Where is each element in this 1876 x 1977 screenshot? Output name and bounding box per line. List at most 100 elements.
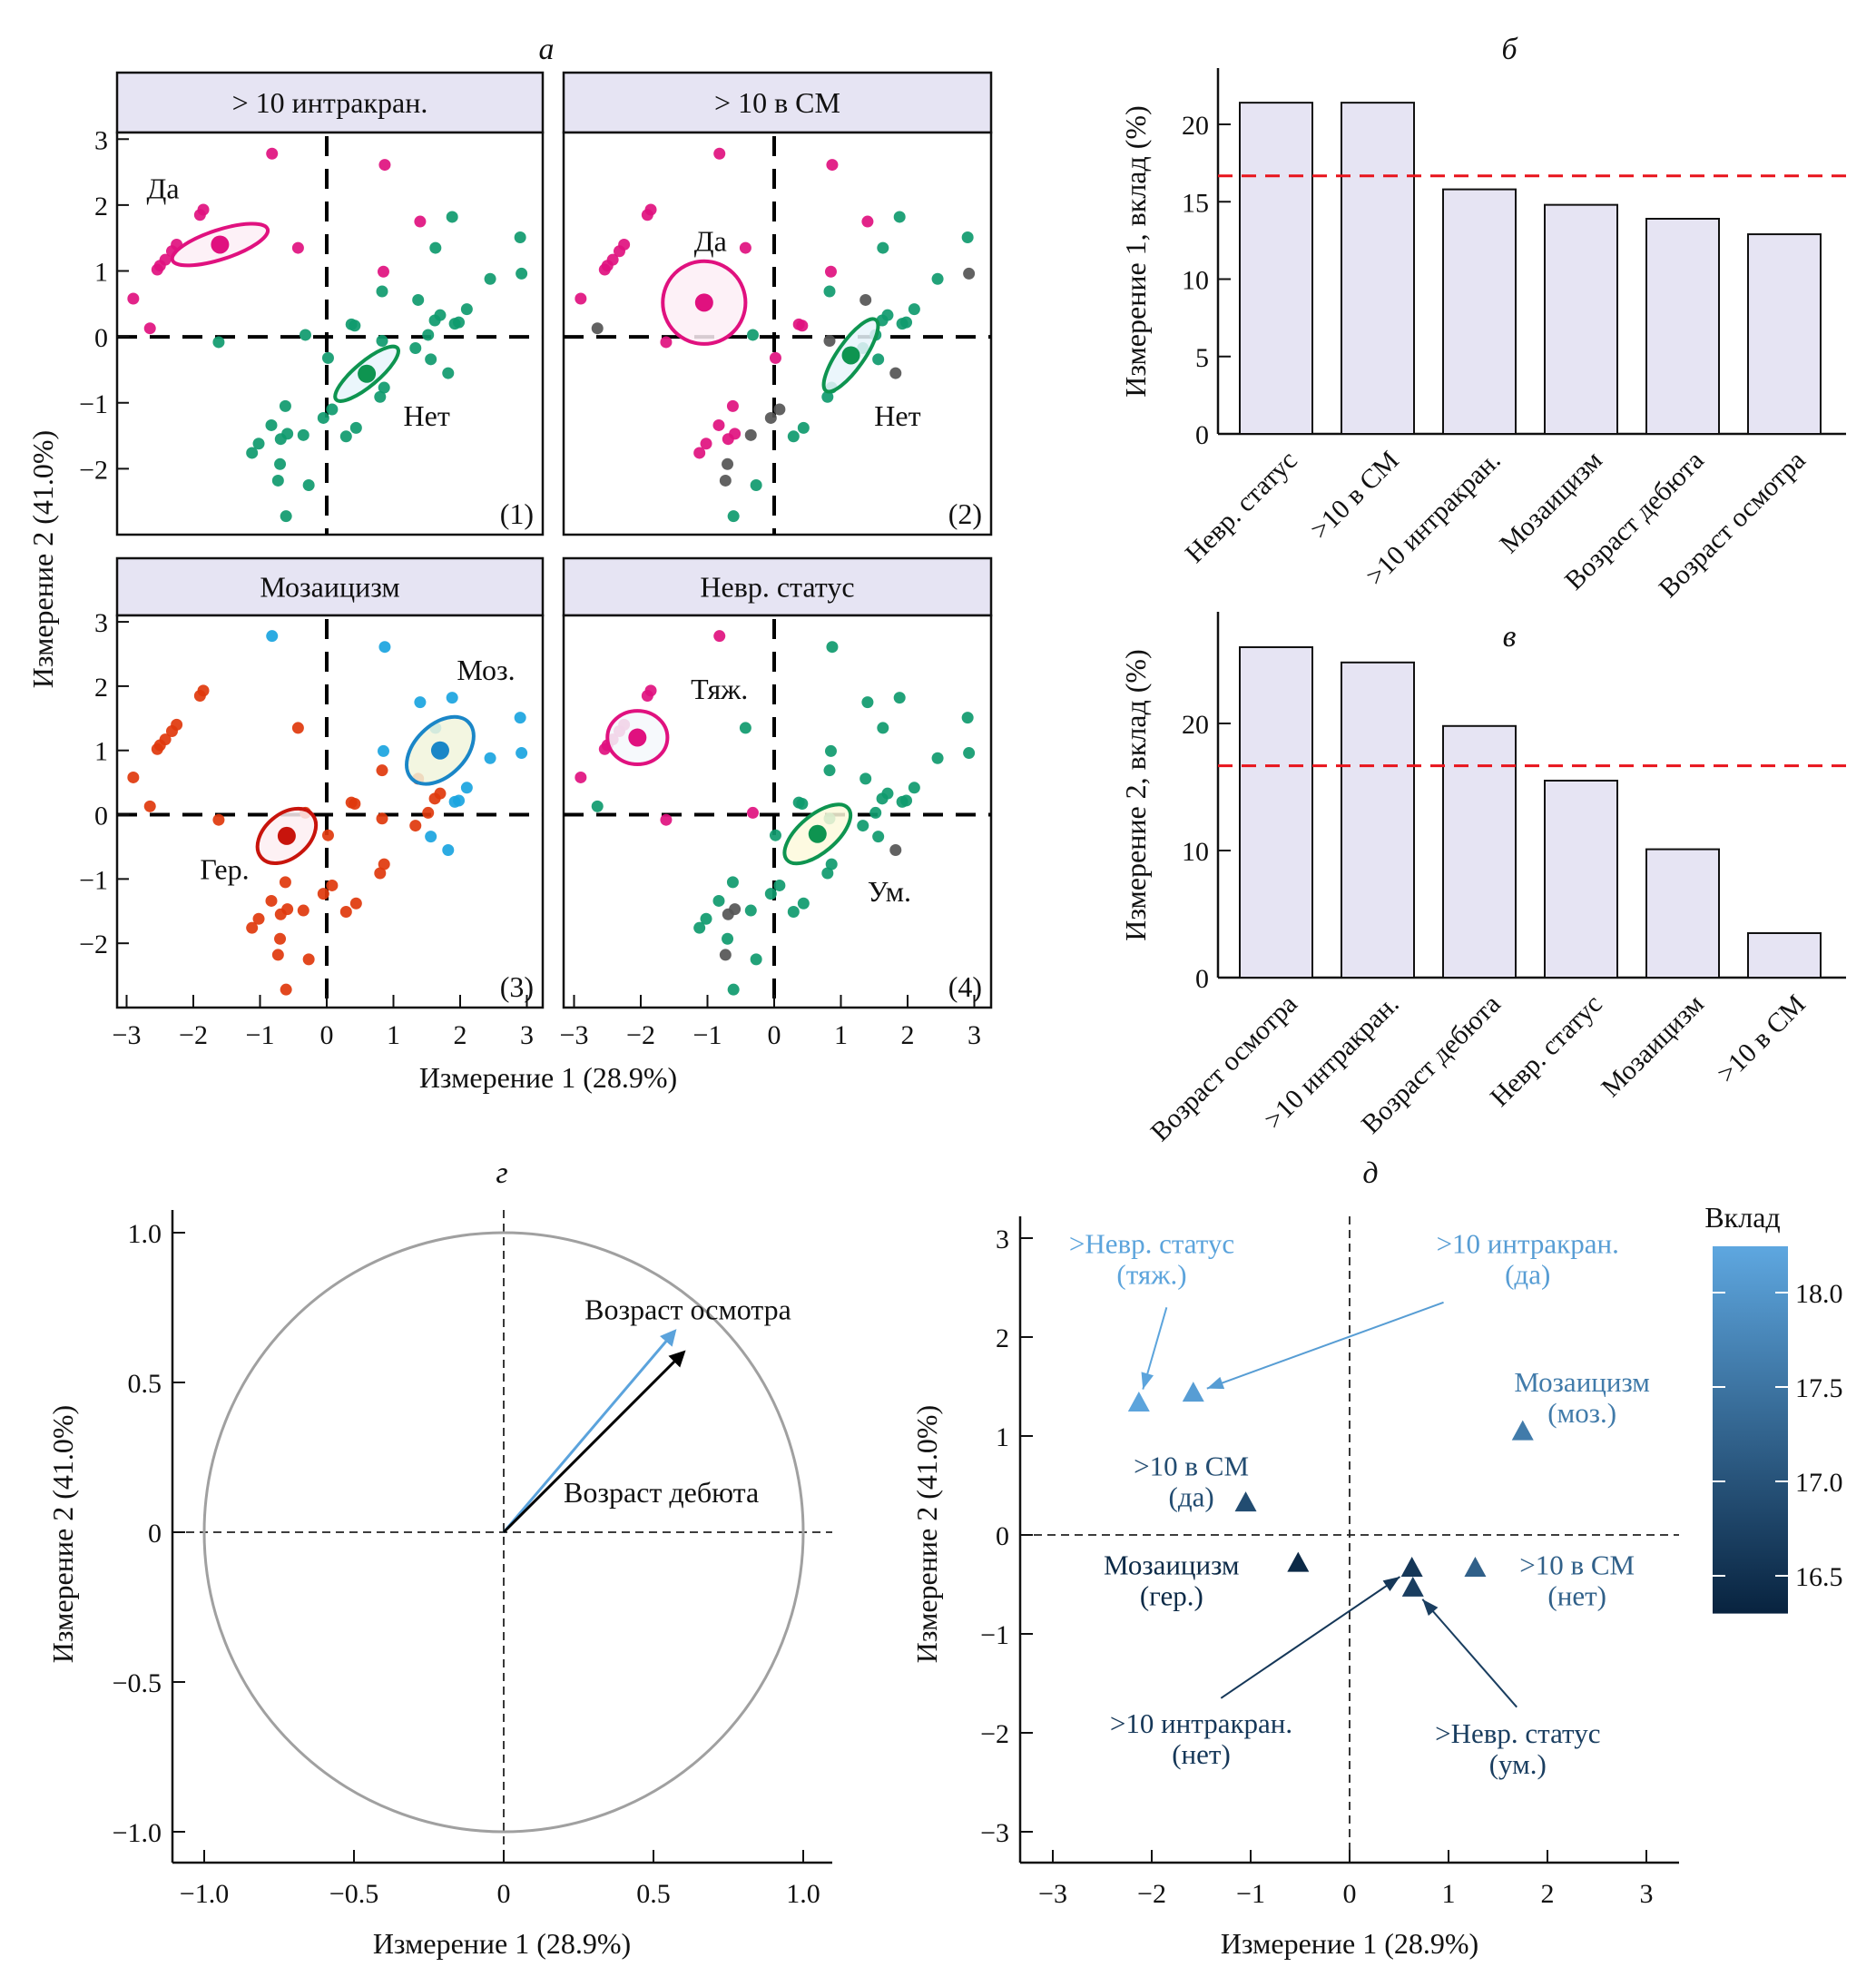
- data-point: [376, 764, 388, 777]
- data-point: [750, 479, 762, 492]
- circle-x-axis-title: Измерение 1 (28.9%): [373, 1927, 631, 1960]
- y-tick-label: −2: [79, 455, 108, 485]
- bar-chart-v-y-title: Измерение 2, вклад (%): [1119, 649, 1152, 940]
- data-point: [825, 858, 838, 870]
- facet-number: (2): [948, 497, 982, 530]
- data-point: [591, 800, 604, 812]
- data-point: [302, 479, 315, 492]
- bar: [1544, 203, 1618, 435]
- data-point: [193, 690, 206, 703]
- unit-circle: [202, 1231, 805, 1834]
- y-tick-label: −1: [980, 1620, 1009, 1650]
- group-label: Да: [694, 225, 727, 258]
- data-point: [796, 320, 809, 332]
- data-point: [252, 912, 265, 925]
- bar: [1747, 233, 1822, 435]
- data-point: [821, 390, 834, 403]
- category-x-axis-title: Измерение 1 (28.9%): [1221, 1927, 1478, 1960]
- data-point: [274, 932, 287, 945]
- data-point: [773, 879, 786, 891]
- category-label-sub: (да): [1169, 1481, 1214, 1513]
- data-point: [193, 209, 206, 221]
- data-point: [961, 231, 974, 243]
- category-label-sub: (тяж.): [1116, 1258, 1186, 1290]
- category-label-sub: (нет): [1172, 1738, 1231, 1770]
- colorbar-tick-label: 17.5: [1795, 1373, 1843, 1403]
- data-point: [881, 309, 894, 321]
- y-tick-label: 20: [1182, 710, 1209, 740]
- data-point: [422, 329, 435, 341]
- data-point: [826, 159, 839, 172]
- data-point: [246, 921, 259, 934]
- data-point: [377, 265, 389, 278]
- data-point: [769, 351, 781, 364]
- data-point: [349, 421, 362, 434]
- data-point: [859, 293, 872, 306]
- data-point: [425, 831, 437, 843]
- y-tick-label: 0: [94, 802, 108, 831]
- data-point: [446, 692, 458, 704]
- data-point: [514, 712, 526, 724]
- category-label: >10 интракран.: [1437, 1227, 1619, 1259]
- x-tick-label: −0.5: [329, 1879, 378, 1909]
- category-marker: [1287, 1551, 1310, 1572]
- data-point: [460, 303, 473, 316]
- group-centroid: [628, 728, 647, 747]
- data-point: [598, 263, 611, 276]
- facet-panel: > 10 интракран. −2 −1 0 1 2 3 Да Нет (1): [79, 71, 545, 536]
- data-point: [274, 457, 287, 470]
- y-tick-label: 3: [94, 608, 108, 638]
- bar: [1341, 102, 1415, 435]
- correlation-circle: −1.0 −0.5 0 0.5 1.0 −1.0 −0.5 0 0.5 1.0 Возраст ос…: [113, 1210, 832, 1909]
- y-tick-label: 2: [94, 673, 108, 703]
- loading-vector: [502, 1350, 686, 1534]
- category-label: >Невр. статус: [1069, 1227, 1234, 1259]
- facet-x-axis-title: Измерение 1 (28.9%): [419, 1061, 677, 1094]
- category-marker: [1464, 1557, 1487, 1578]
- group-centroid: [694, 293, 713, 312]
- data-point: [326, 879, 339, 891]
- data-point: [378, 858, 390, 870]
- bar: [1239, 102, 1313, 435]
- y-tick-label: 10: [1182, 266, 1209, 296]
- loading-vector: [502, 1329, 677, 1533]
- data-point: [641, 690, 653, 703]
- data-point: [931, 272, 944, 285]
- data-point: [280, 983, 292, 996]
- facet-y-axis-title: Измерение 2 (41.0%): [26, 430, 59, 688]
- bar: [1442, 188, 1517, 436]
- data-point: [377, 744, 389, 757]
- facet-panel: > 10 в СМ Да Нет (2): [562, 71, 993, 536]
- data-point: [516, 747, 528, 760]
- y-tick-label: 0: [148, 1519, 162, 1549]
- data-point: [165, 724, 178, 737]
- vector-label: Возраст осмотра: [584, 1293, 791, 1326]
- y-tick-label: −2: [980, 1719, 1009, 1749]
- group-label: Нет: [404, 399, 450, 432]
- group-label: Моз.: [457, 654, 515, 686]
- annotation-arrow: [1220, 1576, 1400, 1699]
- data-point: [378, 641, 391, 654]
- data-point: [641, 209, 653, 221]
- group-centroid: [841, 346, 860, 365]
- x-tick-label: 0: [768, 1020, 781, 1050]
- data-point: [484, 752, 496, 764]
- annotation-arrowhead: [1206, 1376, 1225, 1390]
- data-point: [425, 353, 437, 366]
- data-point: [378, 159, 391, 172]
- y-tick-label: 0: [94, 323, 108, 353]
- data-point: [422, 806, 435, 819]
- bar: [1544, 780, 1618, 979]
- colorbar-tick-label: 16.5: [1795, 1562, 1843, 1592]
- data-point: [274, 908, 287, 920]
- data-point: [773, 403, 786, 416]
- bar: [1442, 724, 1517, 979]
- data-point: [446, 211, 458, 223]
- x-tick-label: −3: [560, 1020, 589, 1050]
- data-point: [317, 411, 329, 424]
- data-point: [575, 771, 587, 783]
- data-point: [712, 418, 725, 431]
